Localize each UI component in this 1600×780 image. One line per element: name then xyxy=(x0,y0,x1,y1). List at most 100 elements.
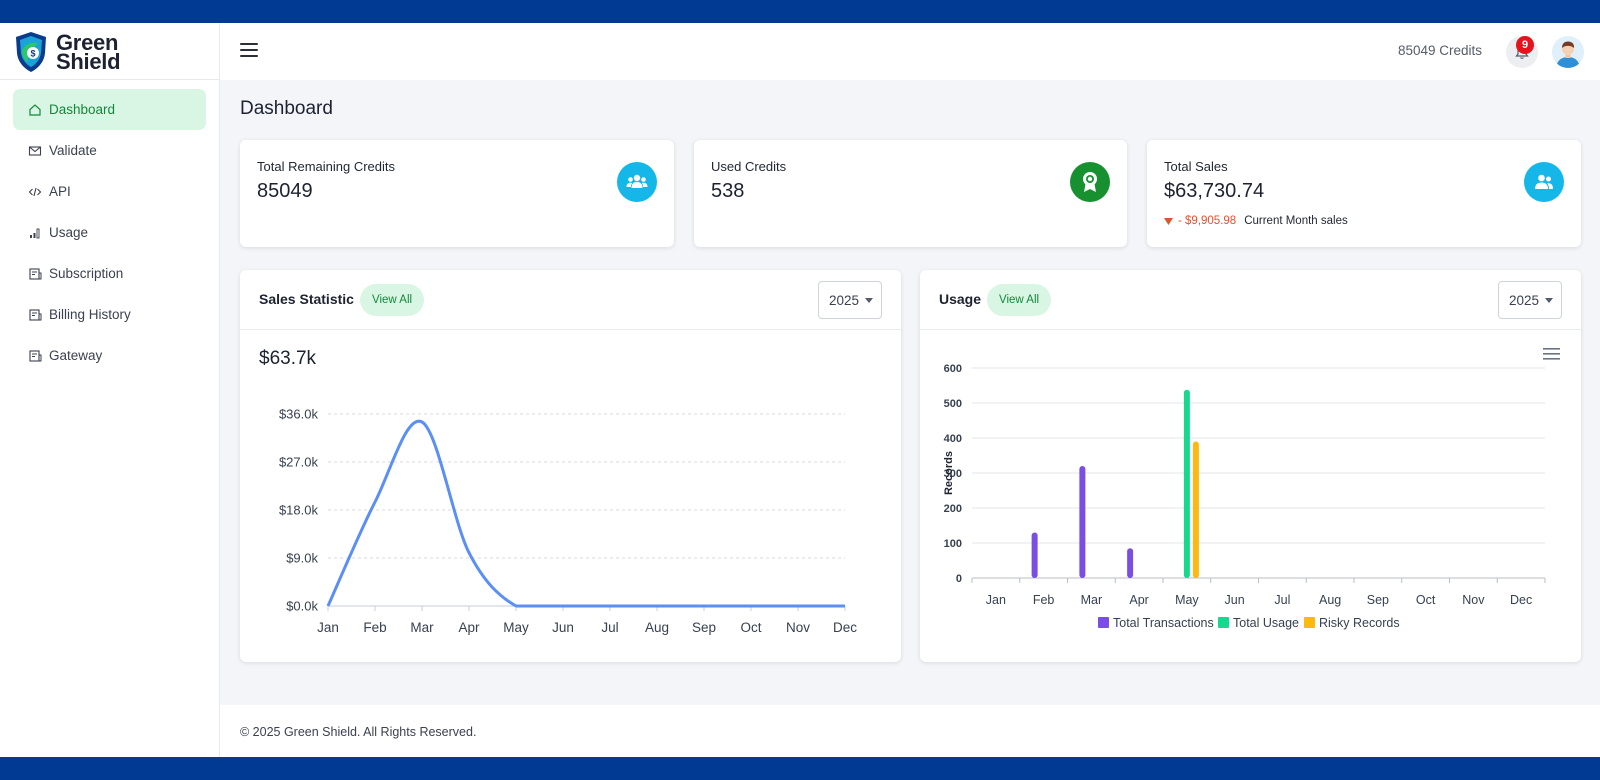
sidebar-item-label: Gateway xyxy=(49,348,103,363)
y-tick-label: 600 xyxy=(944,363,962,375)
trend-down-icon xyxy=(1164,217,1173,225)
stat-label: Total Sales xyxy=(1164,159,1228,174)
mail-icon xyxy=(28,145,42,156)
x-tick-label: May xyxy=(1175,593,1199,607)
year-select[interactable]: 2025 xyxy=(818,281,882,319)
year-select[interactable]: 2025 xyxy=(1498,281,1562,319)
sidebar-item-usage[interactable]: Usage xyxy=(13,212,206,253)
chevron-down-icon xyxy=(865,298,873,303)
stat-value: $63,730.74 xyxy=(1164,180,1265,202)
stat-label: Total Remaining Credits xyxy=(257,159,396,174)
view-all-button[interactable]: View All xyxy=(987,284,1052,316)
sidebar: $ Green Shield Dashboard Validate API xyxy=(0,23,220,757)
legend-swatch xyxy=(1218,617,1229,628)
receipt-icon xyxy=(29,267,42,280)
shield-logo-icon: $ xyxy=(16,32,46,72)
footer: © 2025 Green Shield. All Rights Reserved… xyxy=(220,705,1600,757)
x-tick-label: Aug xyxy=(1319,593,1341,607)
sales-line-chart: $0.0k $9.0k $18.0k $27.0k $36.0k Jan Feb Mar Apr… xyxy=(279,407,857,636)
sidebar-item-label: API xyxy=(49,184,71,199)
x-tick-label: May xyxy=(503,620,529,635)
view-all-button[interactable]: View All xyxy=(360,284,425,316)
stat-card-remaining-credits: Total Remaining Credits 85049 xyxy=(240,140,674,247)
sidebar-item-label: Dashboard xyxy=(49,102,116,117)
x-tick-label: Sep xyxy=(1367,593,1389,607)
sidebar-item-label: Validate xyxy=(49,143,97,158)
stat-label: Used Credits xyxy=(711,159,787,174)
stat-value: 538 xyxy=(711,180,745,202)
sales-trend: - $9,905.98 Current Month sales xyxy=(1164,215,1348,227)
legend-swatch xyxy=(1098,617,1109,628)
user-avatar[interactable] xyxy=(1552,36,1584,68)
sidebar-item-api[interactable]: API xyxy=(13,171,206,212)
users-icon xyxy=(1535,174,1553,189)
y-axis-title: Records xyxy=(943,451,955,495)
x-tick-label: Dec xyxy=(833,620,857,635)
chart-menu-icon[interactable] xyxy=(1543,347,1561,361)
page-title: Dashboard xyxy=(240,98,333,119)
stat-card-total-sales: Total Sales $63,730.74 - $9,905.98 Curre… xyxy=(1147,140,1581,247)
y-tick-label: $18.0k xyxy=(279,503,319,518)
y-tick-label: $27.0k xyxy=(279,455,319,470)
home-icon xyxy=(29,103,41,116)
stat-card-used-credits: Used Credits 538 xyxy=(694,140,1127,247)
sidebar-item-dashboard[interactable]: Dashboard xyxy=(13,89,206,130)
sales-trend-value: - $9,905.98 xyxy=(1178,215,1237,227)
bar-total-transactions xyxy=(1127,548,1134,578)
chevron-down-icon xyxy=(1545,298,1553,303)
credits-balance: 85049 Credits xyxy=(1397,43,1482,58)
x-tick-label: Mar xyxy=(410,620,434,635)
y-tick-label: 500 xyxy=(944,398,962,410)
sidebar-item-billing-history[interactable]: Billing History xyxy=(13,294,206,335)
x-tick-label: Sep xyxy=(692,620,716,635)
logo-divider xyxy=(0,79,220,80)
users-group-icon xyxy=(626,174,648,188)
usage-bar-chart: 0 100 200 300 400 500 600 Records Jan Feb Mar Apr Ma… xyxy=(943,363,1546,630)
bar-risky-records xyxy=(1192,441,1199,578)
menu-toggle-icon[interactable] xyxy=(240,43,258,57)
brand-logo[interactable]: $ Green Shield xyxy=(14,29,121,75)
y-tick-label: $9.0k xyxy=(286,551,318,566)
sidebar-item-gateway[interactable]: Gateway xyxy=(13,335,206,376)
sidebar-item-label: Subscription xyxy=(49,266,124,281)
y-tick-label: $36.0k xyxy=(279,407,319,422)
x-tick-label: Jan xyxy=(317,620,339,635)
brand-name: Green Shield xyxy=(56,30,121,74)
x-tick-label: Jun xyxy=(552,620,574,635)
stat-icon-badge xyxy=(1070,162,1110,202)
signal-bars-icon xyxy=(30,228,40,238)
panel-header: Sales Statistic View All 2025 xyxy=(240,270,901,330)
y-tick-label: 0 xyxy=(956,573,962,585)
year-select-value: 2025 xyxy=(1509,292,1540,308)
x-tick-label: Apr xyxy=(1129,593,1148,607)
y-tick-label: 100 xyxy=(944,538,962,550)
sidebar-item-subscription[interactable]: Subscription xyxy=(13,253,206,294)
sales-total: $63.7k xyxy=(259,348,317,369)
x-tick-label: Oct xyxy=(740,620,761,635)
panel-header: Usage View All 2025 xyxy=(920,270,1581,330)
bar-total-usage xyxy=(1183,389,1190,578)
x-tick-label: Jan xyxy=(986,593,1006,607)
series-line xyxy=(326,419,845,608)
x-tick-label: Nov xyxy=(1462,593,1485,607)
app-frame: $ Green Shield Dashboard Validate API xyxy=(0,23,1600,757)
code-icon xyxy=(28,187,42,196)
sales-statistic-panel: Sales Statistic View All 2025 $63.7k $0.… xyxy=(240,270,901,662)
stat-icon-badge xyxy=(617,162,657,202)
panel-title: Sales Statistic xyxy=(259,291,354,307)
legend-swatch xyxy=(1304,617,1315,628)
x-tick-label: Feb xyxy=(363,620,386,635)
sidebar-nav: Dashboard Validate API Usage Subscriptio… xyxy=(13,89,206,376)
receipt-icon xyxy=(29,349,42,362)
bar-total-transactions xyxy=(1079,466,1086,578)
y-tick-label: 300 xyxy=(944,468,962,480)
notification-count-badge: 9 xyxy=(1516,36,1534,54)
panel-title: Usage xyxy=(939,291,982,307)
legend-label: Total Transactions xyxy=(1113,616,1214,630)
x-tick-label: Dec xyxy=(1510,593,1532,607)
sidebar-item-label: Usage xyxy=(49,225,89,240)
y-tick-label: $0.0k xyxy=(286,599,318,614)
top-bar: 85049 Credits 9 xyxy=(220,23,1600,80)
x-tick-label: Aug xyxy=(645,620,669,635)
sidebar-item-validate[interactable]: Validate xyxy=(13,130,206,171)
